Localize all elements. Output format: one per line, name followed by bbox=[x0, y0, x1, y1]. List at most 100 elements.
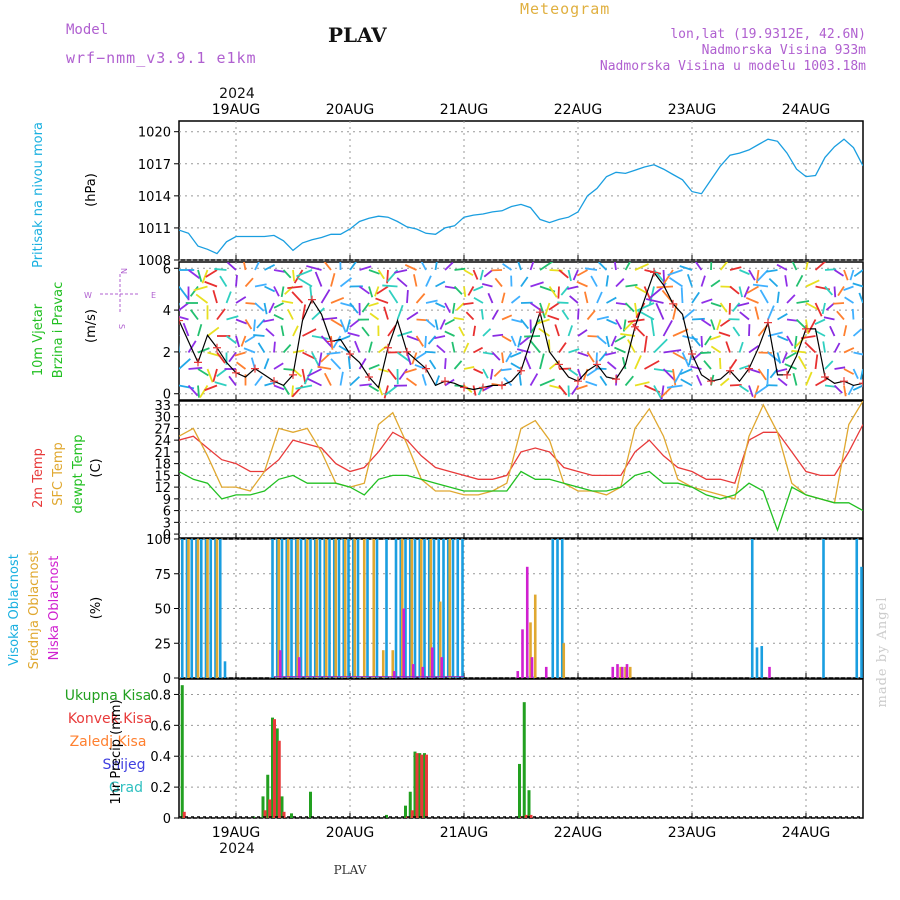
wind-barb bbox=[732, 326, 741, 337]
gust-marker bbox=[346, 350, 354, 358]
wind-barb bbox=[188, 366, 203, 370]
wind-barb bbox=[212, 368, 218, 383]
wind-barb bbox=[463, 269, 474, 277]
wind-barb bbox=[807, 319, 817, 333]
wind-barb bbox=[264, 264, 276, 271]
wind-barb bbox=[686, 274, 693, 287]
wind-barb bbox=[791, 349, 807, 354]
wind-barb bbox=[539, 353, 545, 370]
wind-barb bbox=[843, 325, 848, 337]
y-tick-label: 0.4 bbox=[150, 750, 171, 765]
wind-barb bbox=[859, 368, 863, 380]
ylabel-wind-2: Brzina i Pravac bbox=[51, 282, 66, 379]
wind-barb bbox=[667, 269, 683, 276]
wind-barb bbox=[368, 341, 373, 353]
wind-barb bbox=[501, 292, 506, 304]
wind-barb bbox=[244, 319, 253, 330]
wind-barb bbox=[361, 326, 370, 337]
wind-barb bbox=[700, 351, 712, 354]
bar-high bbox=[551, 539, 555, 678]
wind-barb bbox=[349, 376, 361, 387]
wind-barb bbox=[709, 335, 721, 341]
ylabel-pressure-unit: (hPa) bbox=[84, 173, 99, 207]
wind-barb bbox=[704, 335, 712, 346]
wind-barb bbox=[852, 328, 863, 337]
y-tick-label: 24 bbox=[154, 434, 171, 449]
wind-barb bbox=[236, 361, 247, 370]
bar-ukupna-kisa bbox=[522, 702, 526, 818]
wind-barb bbox=[359, 265, 372, 271]
wind-barb bbox=[282, 385, 290, 395]
bar-high bbox=[532, 676, 536, 678]
bar-high bbox=[185, 539, 189, 678]
y-tick-label: 1017 bbox=[138, 158, 171, 173]
gust-marker bbox=[840, 377, 848, 386]
wind-barb bbox=[444, 262, 454, 271]
wind-barb bbox=[784, 275, 788, 287]
ylabel-dewpt: dewpt Temp bbox=[71, 434, 86, 513]
wind-barb bbox=[349, 318, 361, 328]
x-day-label-bottom: 21AUG bbox=[440, 825, 489, 841]
gust-marker bbox=[460, 383, 468, 392]
wind-barb bbox=[415, 293, 426, 304]
wind-barb bbox=[597, 262, 608, 271]
wind-barb bbox=[253, 319, 256, 332]
wind-barb bbox=[821, 302, 826, 315]
wind-barb bbox=[544, 302, 551, 316]
wind-barb bbox=[644, 360, 660, 370]
bar-high bbox=[199, 539, 203, 678]
wind-barb bbox=[737, 302, 750, 307]
wind-barb bbox=[576, 269, 588, 277]
wind-barb bbox=[662, 319, 673, 337]
wind-barb bbox=[244, 277, 254, 288]
bar-low bbox=[616, 664, 619, 678]
wind-barb bbox=[454, 267, 466, 271]
bar-high bbox=[204, 539, 208, 678]
bar-mid bbox=[619, 666, 623, 678]
wind-barb bbox=[396, 304, 404, 320]
wind-barb bbox=[567, 368, 579, 377]
wind-barb bbox=[472, 385, 477, 396]
wind-barb bbox=[397, 330, 413, 337]
wind-barb bbox=[674, 368, 684, 384]
wind-barb bbox=[843, 385, 847, 397]
wind-barb bbox=[404, 263, 417, 271]
compass-south: S bbox=[117, 324, 126, 329]
bar-mid bbox=[305, 539, 309, 678]
wind-barb bbox=[814, 262, 827, 271]
wind-barb bbox=[833, 302, 845, 305]
wind-barb bbox=[235, 318, 248, 325]
wind-barb bbox=[179, 302, 190, 312]
ylabel-high-cloud: Visoka Oblacnost bbox=[7, 554, 22, 666]
wind-barb bbox=[755, 384, 769, 395]
bar-high bbox=[313, 539, 317, 678]
wind-barb bbox=[214, 381, 227, 387]
wind-barb bbox=[596, 291, 603, 304]
wind-barb bbox=[424, 335, 427, 348]
wind-barb bbox=[561, 309, 570, 321]
bar-mid bbox=[362, 539, 366, 678]
wind-barb bbox=[283, 368, 295, 371]
wind-barb bbox=[743, 286, 750, 298]
wind-barb bbox=[663, 349, 682, 354]
wind-barb bbox=[444, 330, 455, 337]
bar-high bbox=[755, 647, 759, 678]
wind-barb bbox=[195, 293, 209, 304]
wind-barb bbox=[263, 302, 268, 315]
bar-low bbox=[611, 666, 615, 678]
wind-barb bbox=[824, 285, 834, 296]
wind-barb bbox=[219, 275, 228, 287]
wind-barb bbox=[378, 368, 389, 373]
bar-high bbox=[860, 566, 863, 678]
wind-barb bbox=[634, 263, 649, 271]
wind-barb bbox=[767, 305, 775, 320]
wind-barb bbox=[586, 309, 596, 321]
wind-barb bbox=[321, 316, 338, 321]
wind-barb bbox=[584, 291, 589, 304]
bar-high bbox=[218, 539, 222, 678]
bar-high bbox=[408, 539, 412, 678]
bar-low bbox=[768, 666, 771, 678]
wind-barb bbox=[311, 307, 325, 321]
gust-marker bbox=[479, 383, 487, 392]
wind-barb bbox=[610, 335, 617, 347]
